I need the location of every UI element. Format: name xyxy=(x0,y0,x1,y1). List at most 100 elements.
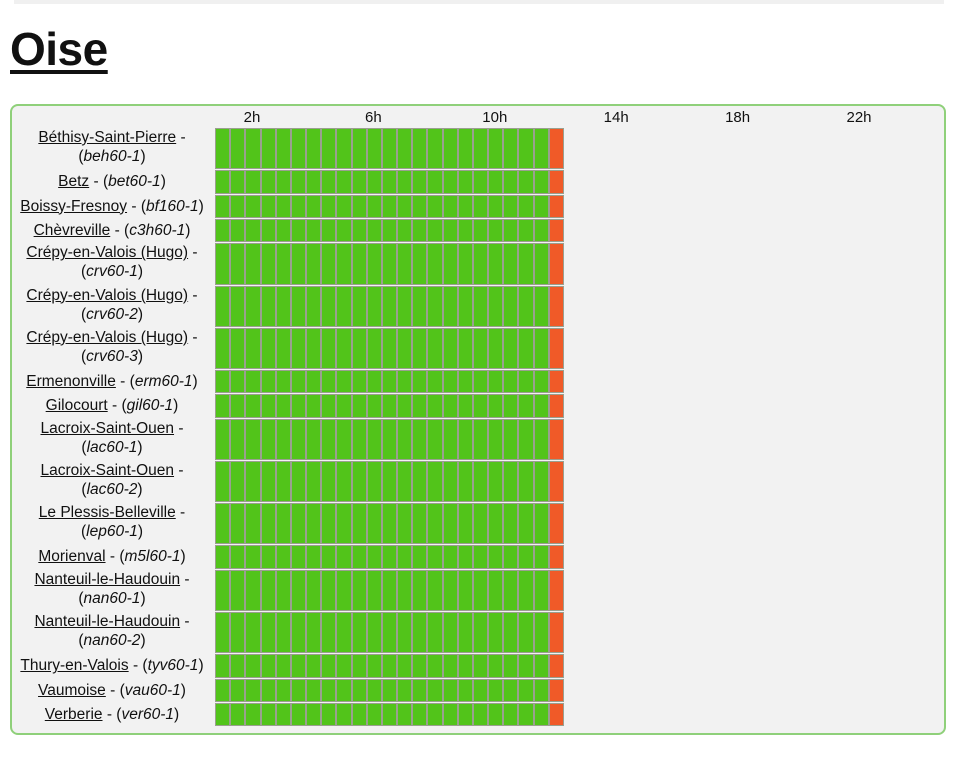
station-link[interactable]: Lacroix-Saint-Ouen xyxy=(40,462,175,479)
status-slot-ok[interactable] xyxy=(351,194,367,218)
status-slot-ok[interactable] xyxy=(412,461,428,503)
status-slot-ok[interactable] xyxy=(503,285,519,327)
station-link[interactable]: Béthisy-Saint-Pierre xyxy=(38,129,177,146)
status-slot-ok[interactable] xyxy=(290,170,307,194)
status-slot-ok[interactable] xyxy=(215,194,231,218)
status-slot-ok[interactable] xyxy=(351,285,367,327)
status-slot-ok[interactable] xyxy=(412,503,428,545)
status-slot-ok[interactable] xyxy=(427,370,443,394)
status-slot-ok[interactable] xyxy=(381,219,398,243)
status-slot-ok[interactable] xyxy=(381,370,398,394)
status-slot-ok[interactable] xyxy=(366,327,382,369)
status-slot-ok[interactable] xyxy=(215,703,231,727)
status-slot-ok[interactable] xyxy=(366,370,382,394)
status-slot-ok[interactable] xyxy=(215,678,231,702)
status-slot-ok[interactable] xyxy=(518,243,534,285)
status-slot-ok[interactable] xyxy=(260,219,276,243)
status-slot-ok[interactable] xyxy=(366,612,382,654)
status-slot-ok[interactable] xyxy=(366,194,382,218)
status-slot-ok[interactable] xyxy=(306,612,322,654)
status-slot-ok[interactable] xyxy=(533,703,549,727)
status-slot-ok[interactable] xyxy=(397,654,413,678)
station-link[interactable]: Le Plessis-Belleville xyxy=(38,504,176,522)
station-link[interactable]: Crépy-en-Valois (Hugo) xyxy=(26,328,189,346)
status-slot-ok[interactable] xyxy=(518,545,534,569)
status-slot-ok[interactable] xyxy=(230,654,246,678)
status-slot-ok[interactable] xyxy=(427,612,443,654)
status-slot-ok[interactable] xyxy=(260,128,276,170)
status-slot-ok[interactable] xyxy=(412,569,428,611)
status-slot-ok[interactable] xyxy=(442,678,458,702)
status-slot-ok[interactable] xyxy=(215,327,231,369)
status-slot-ok[interactable] xyxy=(397,243,413,285)
status-slot-ok[interactable] xyxy=(275,394,291,418)
status-slot-ok[interactable] xyxy=(351,219,367,243)
status-slot-ok[interactable] xyxy=(321,170,337,194)
status-slot-ok[interactable] xyxy=(503,170,519,194)
status-slot-ok[interactable] xyxy=(336,128,352,170)
status-slot-ok[interactable] xyxy=(230,394,246,418)
status-slot-ok[interactable] xyxy=(336,243,352,285)
status-slot-ok[interactable] xyxy=(245,170,261,194)
status-slot-ok[interactable] xyxy=(488,219,504,243)
status-slot-ok[interactable] xyxy=(472,654,489,678)
status-slot-ok[interactable] xyxy=(412,128,428,170)
status-slot-ok[interactable] xyxy=(275,128,291,170)
status-slot-ok[interactable] xyxy=(306,418,322,460)
status-slot-ok[interactable] xyxy=(351,370,367,394)
status-slot-ok[interactable] xyxy=(472,569,489,611)
status-slot-ok[interactable] xyxy=(488,327,504,369)
status-slot-ok[interactable] xyxy=(321,285,337,327)
status-slot-ok[interactable] xyxy=(412,394,428,418)
status-slot-ok[interactable] xyxy=(397,569,413,611)
status-slot-ok[interactable] xyxy=(442,194,458,218)
status-slot-ok[interactable] xyxy=(275,170,291,194)
status-slot-ok[interactable] xyxy=(472,703,489,727)
status-slot-ok[interactable] xyxy=(351,703,367,727)
status-slot-ok[interactable] xyxy=(488,569,504,611)
status-slot-ok[interactable] xyxy=(275,503,291,545)
status-slot-error[interactable] xyxy=(548,678,564,702)
status-slot-ok[interactable] xyxy=(472,194,489,218)
status-slot-ok[interactable] xyxy=(457,569,473,611)
status-slot-ok[interactable] xyxy=(366,461,382,503)
status-slot-error[interactable] xyxy=(548,461,564,503)
status-slot-ok[interactable] xyxy=(321,418,337,460)
status-slot-ok[interactable] xyxy=(260,243,276,285)
status-slot-ok[interactable] xyxy=(245,654,261,678)
status-slot-ok[interactable] xyxy=(488,370,504,394)
status-slot-ok[interactable] xyxy=(457,394,473,418)
status-slot-ok[interactable] xyxy=(533,219,549,243)
status-slot-ok[interactable] xyxy=(427,219,443,243)
status-slot-ok[interactable] xyxy=(488,128,504,170)
status-slot-ok[interactable] xyxy=(230,327,246,369)
station-link[interactable]: Crépy-en-Valois (Hugo) xyxy=(26,286,189,304)
status-slot-ok[interactable] xyxy=(336,703,352,727)
status-slot-ok[interactable] xyxy=(306,503,322,545)
status-slot-ok[interactable] xyxy=(381,545,398,569)
status-slot-ok[interactable] xyxy=(442,418,458,460)
status-slot-ok[interactable] xyxy=(230,503,246,545)
status-slot-ok[interactable] xyxy=(306,545,322,569)
status-slot-ok[interactable] xyxy=(260,394,276,418)
status-slot-ok[interactable] xyxy=(427,394,443,418)
status-slot-ok[interactable] xyxy=(442,703,458,727)
status-slot-ok[interactable] xyxy=(366,128,382,170)
status-slot-ok[interactable] xyxy=(472,503,489,545)
status-slot-ok[interactable] xyxy=(245,569,261,611)
station-link[interactable]: Crépy-en-Valois (Hugo) xyxy=(26,244,189,262)
status-slot-ok[interactable] xyxy=(442,545,458,569)
status-slot-ok[interactable] xyxy=(306,285,322,327)
status-slot-ok[interactable] xyxy=(230,219,246,243)
status-slot-ok[interactable] xyxy=(533,170,549,194)
status-slot-ok[interactable] xyxy=(245,327,261,369)
status-slot-ok[interactable] xyxy=(518,654,534,678)
status-slot-ok[interactable] xyxy=(518,170,534,194)
status-slot-ok[interactable] xyxy=(533,569,549,611)
status-slot-ok[interactable] xyxy=(381,128,398,170)
status-slot-ok[interactable] xyxy=(472,327,489,369)
status-slot-ok[interactable] xyxy=(457,654,473,678)
status-slot-ok[interactable] xyxy=(381,170,398,194)
status-slot-ok[interactable] xyxy=(381,503,398,545)
status-slot-ok[interactable] xyxy=(397,327,413,369)
